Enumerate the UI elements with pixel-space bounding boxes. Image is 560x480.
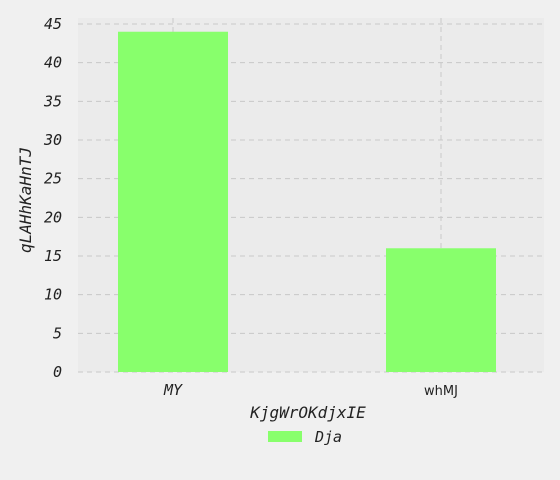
y-tick-label-25: 25 [44,170,62,188]
x-axis-label: KjgWrOKdjxIE [249,403,366,422]
y-tick-label-35: 35 [43,92,62,110]
legend-label-dja: Dja [314,428,342,446]
y-axis-label: qLAHhKaHnTJ [16,147,35,253]
y-tick-label-40: 40 [44,54,62,72]
legend: Dja [268,428,342,446]
x-tick-label-my: MY [163,381,183,399]
y-axis-ticks: 0 5 10 15 20 25 30 35 40 45 [43,15,62,381]
x-axis-ticks: MY whMJ [163,381,458,399]
y-tick-label-30: 30 [43,131,62,149]
bars [118,31,496,372]
y-tick-label-5: 5 [53,324,62,342]
x-tick-label-whmj: whMJ [424,384,458,399]
y-tick-label-45: 45 [44,15,62,33]
y-tick-label-10: 10 [44,286,62,304]
bar-whmj [386,248,496,372]
legend-swatch-dja [268,431,302,442]
y-tick-label-0: 0 [53,363,62,381]
y-tick-label-15: 15 [44,247,62,265]
y-tick-label-20: 20 [44,208,62,226]
bar-my [118,31,228,372]
